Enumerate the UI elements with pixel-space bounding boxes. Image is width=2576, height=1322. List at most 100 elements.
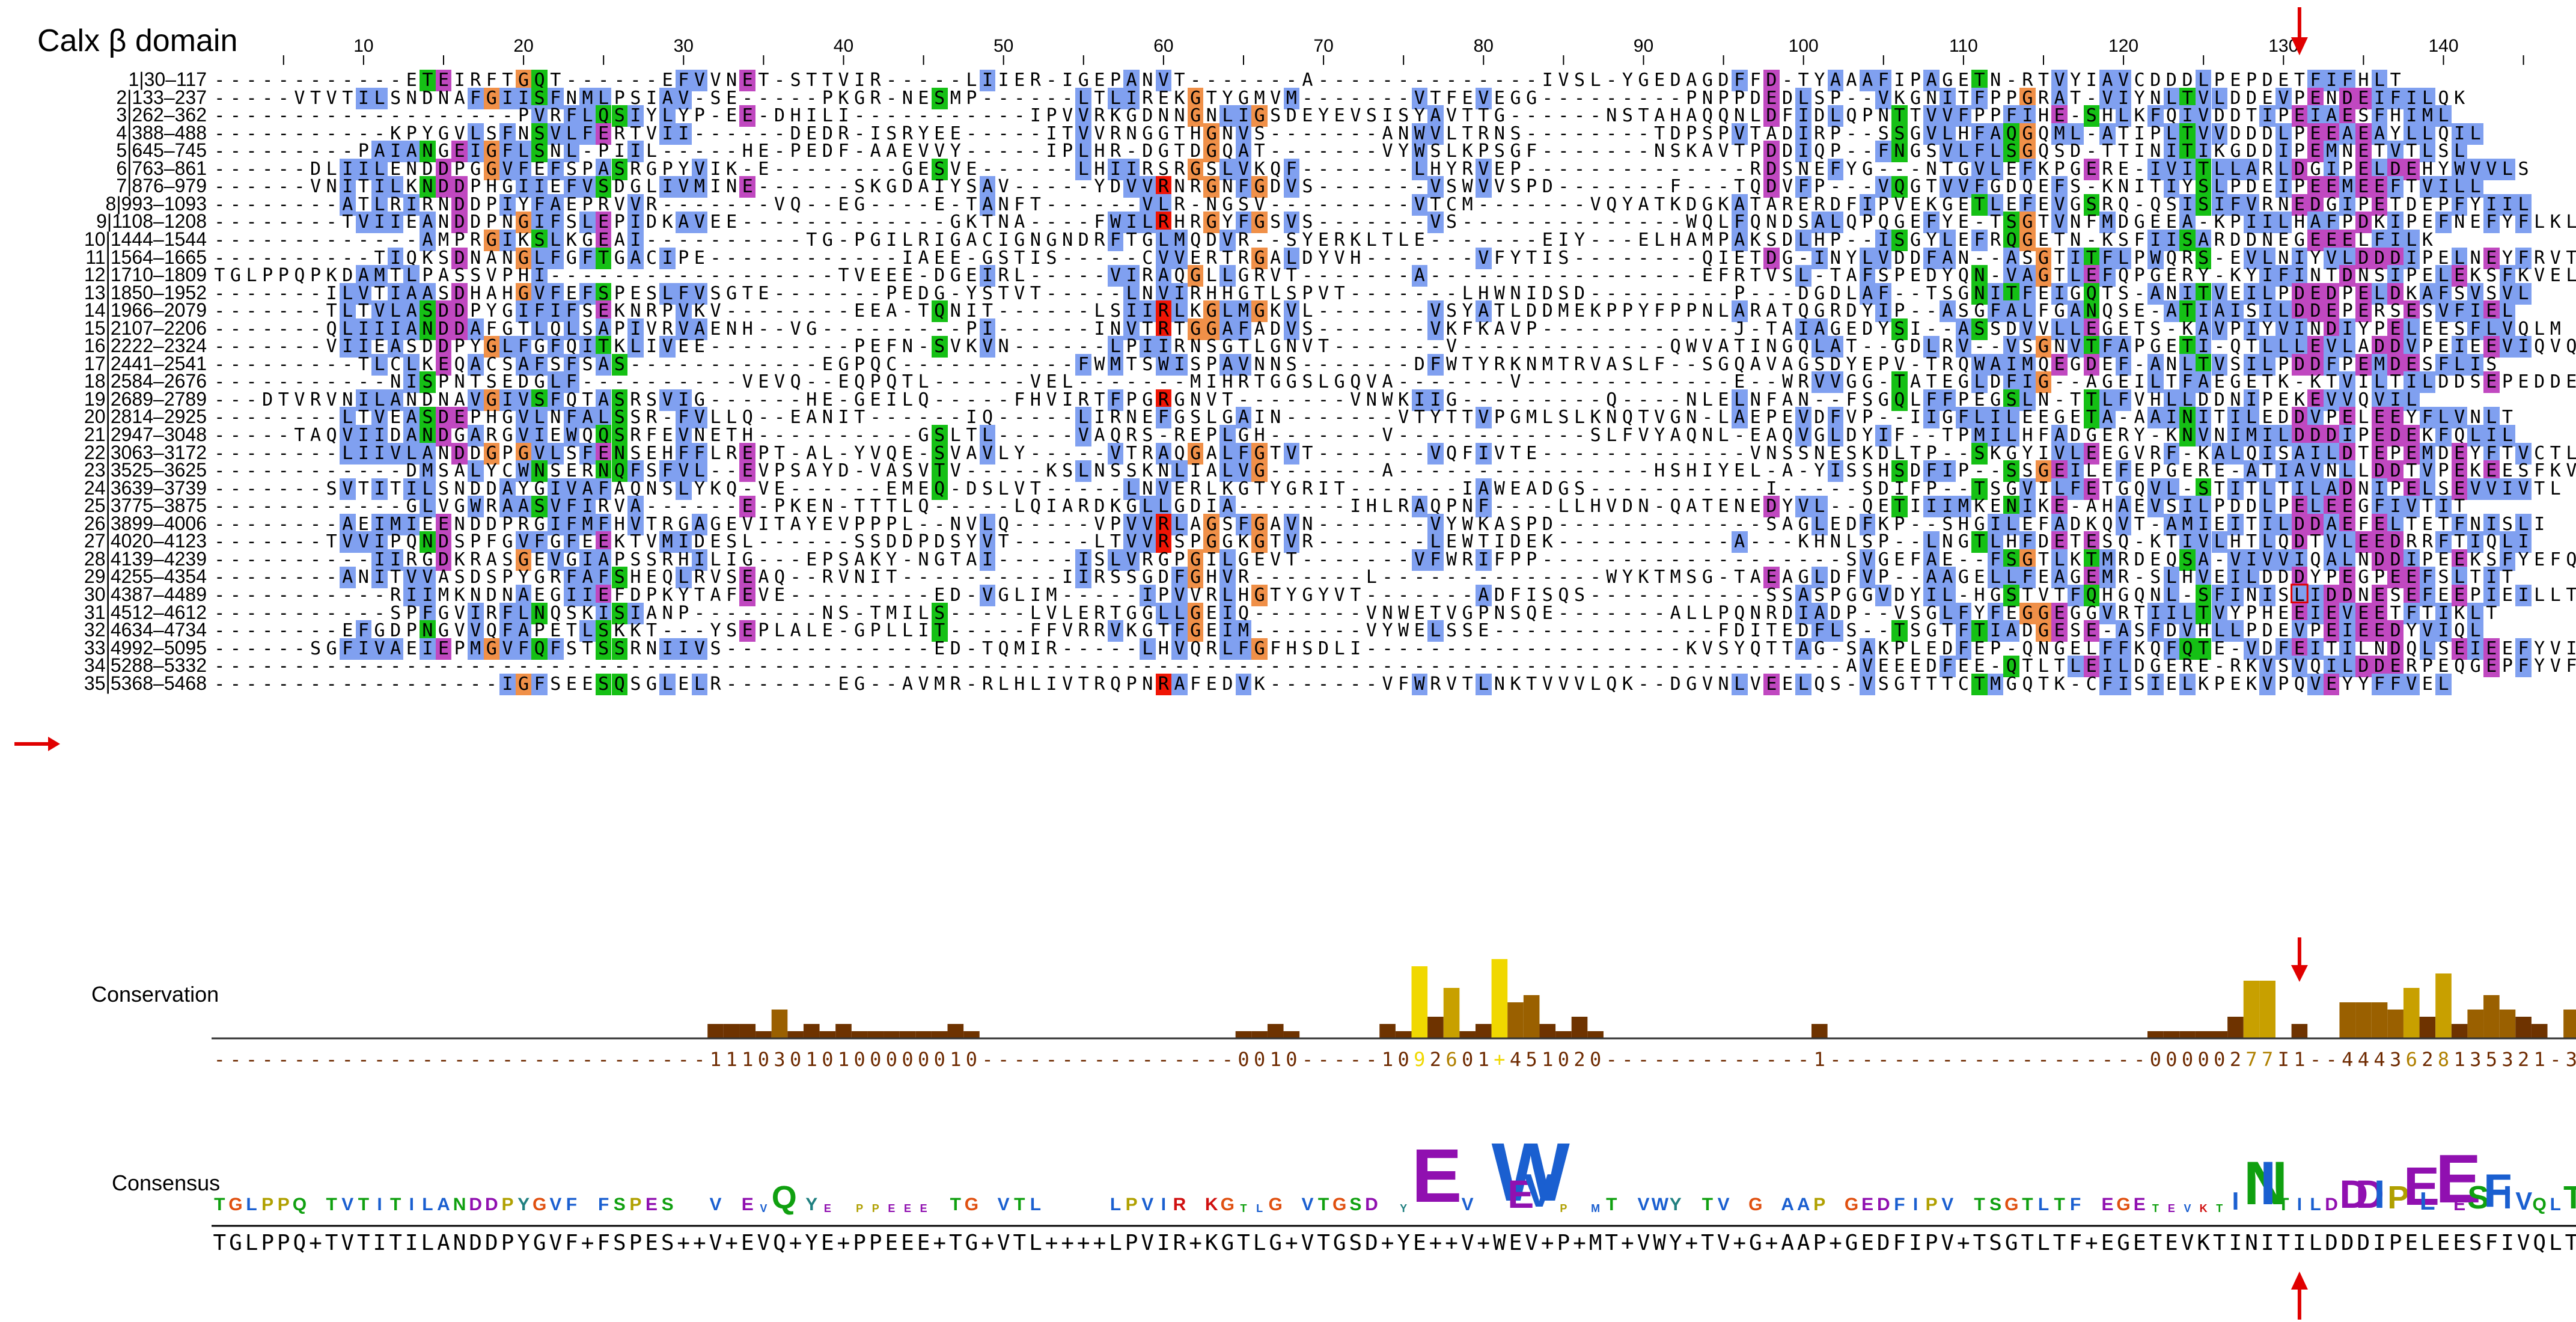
residue: S	[790, 70, 801, 91]
residue: -	[326, 105, 337, 127]
residue: G	[1238, 87, 1249, 109]
residue: T	[630, 123, 641, 144]
residue: E	[739, 105, 756, 127]
residue: -	[246, 141, 257, 162]
residue: V	[2483, 478, 2500, 500]
residue: V	[1155, 70, 1172, 91]
residue: F	[1955, 105, 1972, 127]
residue: K	[1109, 105, 1122, 127]
residue: -	[278, 141, 289, 162]
residue: V	[1427, 123, 1444, 145]
residue: V	[675, 87, 692, 109]
residue: I	[2086, 70, 2097, 91]
sequence-id: 4|388–488	[116, 121, 207, 144]
residue: G	[438, 141, 449, 162]
residue: -	[918, 105, 929, 127]
residue: S	[1573, 70, 1586, 91]
residue: -	[262, 87, 273, 109]
residue: -	[1638, 87, 1649, 109]
residue: I	[355, 87, 372, 109]
residue: R	[1814, 123, 1825, 144]
residue: T	[1094, 87, 1105, 109]
residue: A	[2339, 123, 2356, 145]
residue: P	[822, 87, 833, 109]
residue: Y	[1222, 87, 1233, 109]
residue: -	[1558, 123, 1569, 144]
residue: -	[246, 123, 257, 144]
residue: R	[902, 123, 913, 144]
residue: -	[694, 87, 705, 109]
residue: V	[1270, 87, 1281, 109]
residue: V	[2467, 478, 2484, 500]
residue: I	[467, 141, 484, 163]
residue: P	[2501, 371, 2513, 393]
residue: -	[1286, 123, 1297, 144]
residue: E	[1094, 70, 1105, 91]
residue: -	[1478, 70, 1489, 91]
residue: -	[1638, 123, 1649, 144]
residue: -	[358, 123, 369, 144]
residue: P	[406, 123, 417, 144]
residue: P	[1974, 105, 1985, 127]
residue: F	[467, 87, 484, 109]
residue: -	[1334, 87, 1345, 109]
residue: N	[2454, 212, 2465, 233]
residue: -	[1573, 123, 1586, 144]
residue: I	[2515, 584, 2532, 606]
residue: I	[675, 123, 692, 145]
residue: I	[1030, 105, 1041, 127]
residue: -	[1238, 70, 1249, 91]
residue: -	[2070, 105, 2081, 127]
residue: P	[1046, 105, 1057, 127]
ruler-tick-label: 110	[1949, 36, 1978, 56]
residue: A	[403, 141, 420, 163]
residue: D	[2262, 123, 2273, 144]
residue: I	[387, 141, 404, 163]
residue: A	[1686, 105, 1697, 127]
residue: V	[1923, 123, 1940, 145]
residue: L	[1750, 105, 1761, 127]
residue: -	[214, 87, 225, 109]
residue: E	[918, 87, 929, 109]
residue: G	[1126, 105, 1137, 127]
residue: A	[1302, 70, 1313, 91]
residue: N	[1606, 105, 1617, 127]
residue: V	[1411, 87, 1428, 109]
residue: -	[1334, 123, 1345, 144]
residue: I	[1382, 105, 1393, 127]
residue: K	[2550, 212, 2561, 233]
residue: H	[2102, 105, 2113, 127]
residue: Y	[678, 105, 689, 127]
residue: N	[1990, 70, 2001, 91]
sequence-id: 1|30–117	[128, 69, 207, 90]
residue: H	[2037, 105, 2049, 127]
residue: T	[1958, 87, 1969, 109]
residue: -	[1494, 70, 1505, 91]
ruler-tick-label: 80	[1474, 36, 1494, 56]
residue: S	[2518, 158, 2529, 180]
residue: -	[1366, 123, 1377, 144]
residue: T	[1462, 105, 1473, 127]
residue: F	[1731, 70, 1748, 91]
residue: P	[1830, 123, 1841, 144]
position-ruler: 10 20 30 40 50 60 70 80 90 100 110 120 130 140	[282, 36, 2524, 65]
residue: -	[502, 105, 513, 127]
sequence-id: 5|645–745	[116, 139, 207, 162]
residue: K	[838, 87, 849, 109]
residue: -	[1558, 105, 1569, 127]
residue: -	[310, 105, 322, 127]
residue: N	[1398, 123, 1409, 144]
residue: -	[998, 105, 1009, 127]
residue: -	[1526, 70, 1537, 91]
residue: K	[1174, 87, 1185, 109]
residue: -	[1654, 87, 1665, 109]
residue: V	[2515, 478, 2532, 500]
residue: P	[1718, 123, 1729, 144]
residue: Q	[2165, 105, 2177, 127]
residue: L	[1827, 105, 1844, 127]
residue: -	[390, 70, 401, 91]
residue: E	[1158, 87, 1169, 109]
residue: G	[438, 123, 449, 144]
